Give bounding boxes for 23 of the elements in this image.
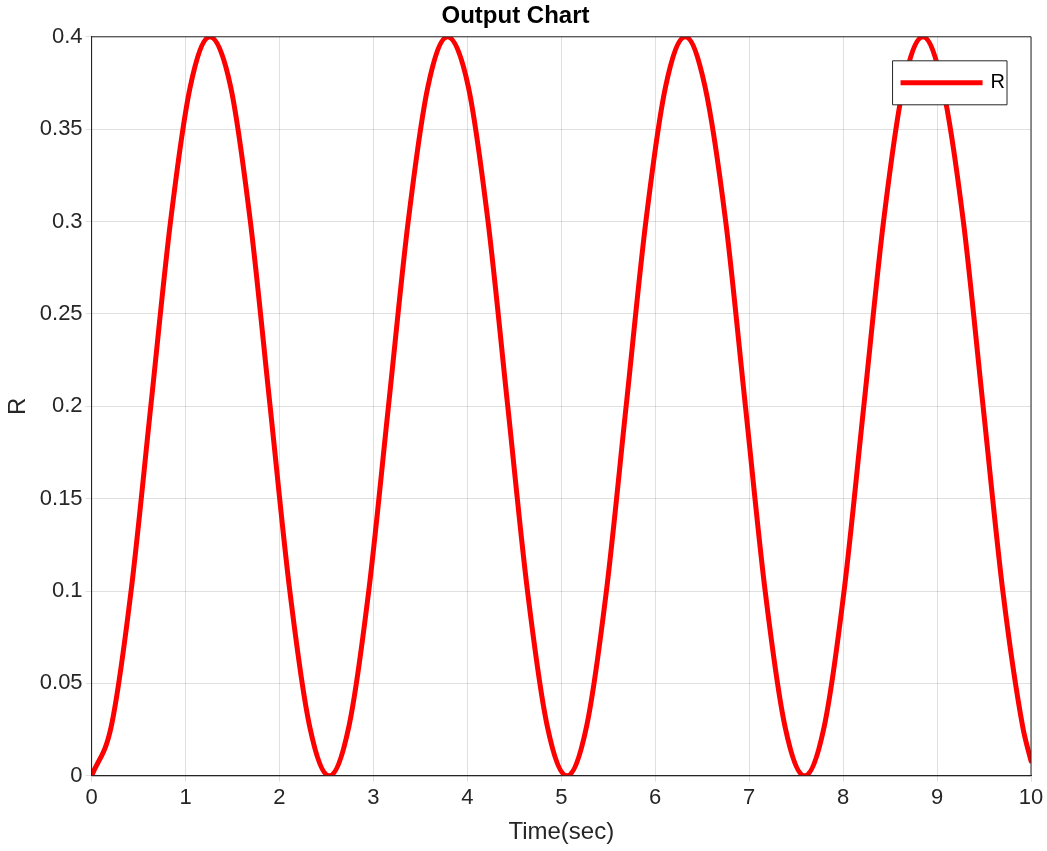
y-axis-title: R: [3, 397, 31, 415]
x-tick-label: 1: [179, 784, 192, 810]
y-tick-label: 0: [70, 761, 83, 787]
y-tick-label: 0.3: [52, 207, 83, 233]
x-tick-label: 8: [837, 784, 850, 810]
x-tick-label: 5: [555, 784, 568, 810]
x-tick-label: 6: [649, 784, 662, 810]
x-axis-title: Time(sec): [508, 817, 615, 845]
x-tick-label: 9: [930, 784, 944, 810]
y-tick-label: 0.15: [39, 484, 83, 510]
x-tick-label: 7: [743, 784, 756, 810]
x-tick-label: 2: [273, 784, 286, 810]
y-tick-label: 0.4: [52, 22, 83, 48]
x-tick-label: 4: [461, 784, 474, 810]
x-tick-label: 3: [367, 784, 380, 810]
y-tick-label: 0.2: [52, 392, 83, 418]
x-tick-label: 10: [1018, 784, 1044, 810]
legend-label: R: [990, 70, 1006, 93]
y-tick-label: 0.05: [39, 669, 83, 695]
y-tick-label: 0.35: [39, 115, 83, 141]
chart-title: Output Chart: [441, 1, 590, 29]
y-tick-label: 0.1: [52, 577, 83, 603]
y-tick-label: 0.25: [39, 299, 83, 325]
